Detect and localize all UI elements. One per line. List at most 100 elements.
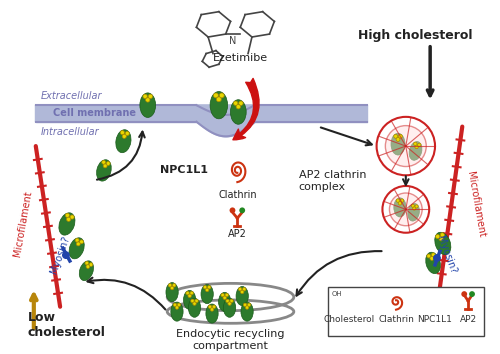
Circle shape [248,303,251,307]
Circle shape [398,202,402,205]
Circle shape [436,234,440,239]
Text: Cell membrane: Cell membrane [52,108,136,118]
Text: Myosin?: Myosin? [48,235,72,275]
Circle shape [120,131,124,135]
FancyArrowPatch shape [233,78,259,140]
Text: OH: OH [332,291,342,297]
Circle shape [168,284,172,287]
Circle shape [190,291,194,295]
Circle shape [432,293,434,297]
Circle shape [436,293,439,297]
Circle shape [439,237,443,241]
Ellipse shape [210,92,228,119]
Circle shape [336,299,343,306]
Circle shape [418,143,421,147]
Circle shape [228,302,232,306]
Circle shape [86,265,90,268]
Ellipse shape [206,304,218,323]
Circle shape [125,131,130,136]
Circle shape [146,98,150,102]
Circle shape [76,242,80,246]
Text: Clathrin: Clathrin [378,315,414,324]
Circle shape [415,205,418,208]
Text: Clathrin: Clathrin [218,190,256,200]
Text: Microfilament: Microfilament [465,171,486,238]
Circle shape [246,306,249,309]
Circle shape [103,164,107,168]
Circle shape [427,254,430,258]
Circle shape [80,240,84,244]
Ellipse shape [59,213,75,235]
Circle shape [206,288,209,292]
Circle shape [434,296,436,299]
Circle shape [411,204,414,207]
Text: Extracellular: Extracellular [40,91,102,101]
Circle shape [226,299,229,303]
Text: Cholesterol: Cholesterol [324,315,375,324]
Circle shape [85,261,88,265]
FancyBboxPatch shape [35,104,368,123]
Text: Ezetimibe: Ezetimibe [212,53,268,63]
Circle shape [398,135,402,138]
Text: NPC1L1: NPC1L1 [160,165,208,176]
Circle shape [220,93,224,98]
Circle shape [195,299,198,303]
Circle shape [394,135,398,138]
Circle shape [122,134,126,138]
Circle shape [433,254,441,262]
Ellipse shape [80,261,94,281]
Text: Low
cholesterol: Low cholesterol [28,311,106,339]
Ellipse shape [391,133,405,155]
Circle shape [204,286,207,289]
Ellipse shape [241,302,253,321]
Text: High cholesterol: High cholesterol [358,29,473,42]
Ellipse shape [184,290,196,309]
Text: AP2: AP2 [228,229,247,239]
Circle shape [430,256,434,260]
Circle shape [469,291,475,297]
Ellipse shape [394,198,406,217]
Circle shape [239,101,243,105]
Ellipse shape [409,142,422,160]
Circle shape [106,161,110,165]
Text: AP2 clathrin
complex: AP2 clathrin complex [298,170,366,192]
Ellipse shape [188,298,200,317]
Circle shape [62,251,70,259]
Ellipse shape [224,298,235,317]
Ellipse shape [426,252,440,274]
Circle shape [396,137,400,141]
Ellipse shape [230,100,246,124]
Circle shape [234,101,238,105]
Circle shape [462,291,467,297]
Text: Intracellular: Intracellular [40,127,100,137]
Ellipse shape [201,285,213,304]
Circle shape [390,193,422,226]
Circle shape [415,145,418,149]
Circle shape [330,299,336,306]
Circle shape [172,284,176,287]
Circle shape [210,308,214,311]
Circle shape [223,296,226,299]
Circle shape [190,299,194,303]
Bar [328,287,484,336]
Ellipse shape [171,302,183,321]
Circle shape [75,238,79,242]
Ellipse shape [236,286,248,306]
Text: Endocytic recycling
compartment: Endocytic recycling compartment [176,329,285,351]
Circle shape [386,126,426,166]
Ellipse shape [140,93,156,118]
Circle shape [221,293,224,297]
Circle shape [208,305,212,308]
Circle shape [412,207,416,210]
Circle shape [170,286,174,290]
Circle shape [212,305,216,308]
Circle shape [400,199,404,202]
Circle shape [89,263,93,267]
Circle shape [244,303,246,307]
Circle shape [188,294,192,298]
Ellipse shape [429,292,441,312]
Ellipse shape [218,292,231,312]
Circle shape [70,215,74,219]
Ellipse shape [166,282,178,302]
Circle shape [208,286,211,289]
